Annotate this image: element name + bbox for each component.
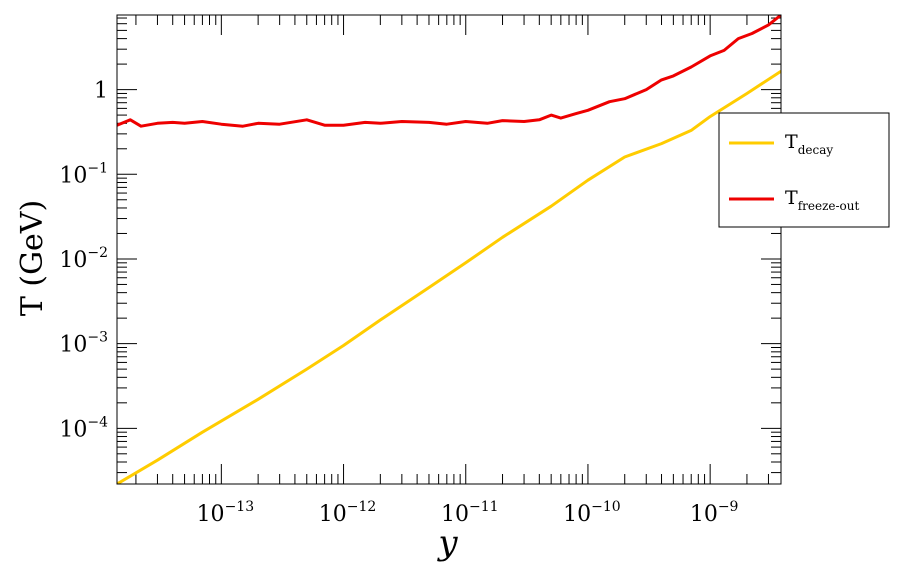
plot-series [117,15,781,484]
plot-frame [116,14,782,485]
y-tick-label: 10−1 [59,160,108,188]
series-line-decay [117,69,781,484]
y-tick-label: 1 [94,79,108,104]
x-tick-label: 10−11 [441,499,499,527]
axis-ticks [117,15,781,484]
x-axis-title: y [436,523,458,563]
x-tick-label: 10−10 [563,499,621,527]
x-tick-label: 10−9 [690,499,739,527]
legend-label-freeze-out: Tfreeze-out [785,187,860,213]
x-tick-label: 10−12 [319,499,377,527]
y-tick-label: 10−3 [59,330,108,358]
tick-labels: 10−13 10−12 10−11 10−10 10−9 1 10−1 10−2 10−3 10−… [59,79,738,527]
series-line-freeze-out [117,15,781,128]
y-tick-label: 10−2 [59,245,108,273]
y-axis-title: T (GeV) [15,200,50,316]
legend: Tdecay Tfreeze-out [718,112,890,228]
y-tick-label: 10−4 [59,414,108,442]
legend-box [718,112,890,228]
x-tick-label: 10−13 [197,499,255,527]
legend-label-decay: Tdecay [785,131,833,157]
